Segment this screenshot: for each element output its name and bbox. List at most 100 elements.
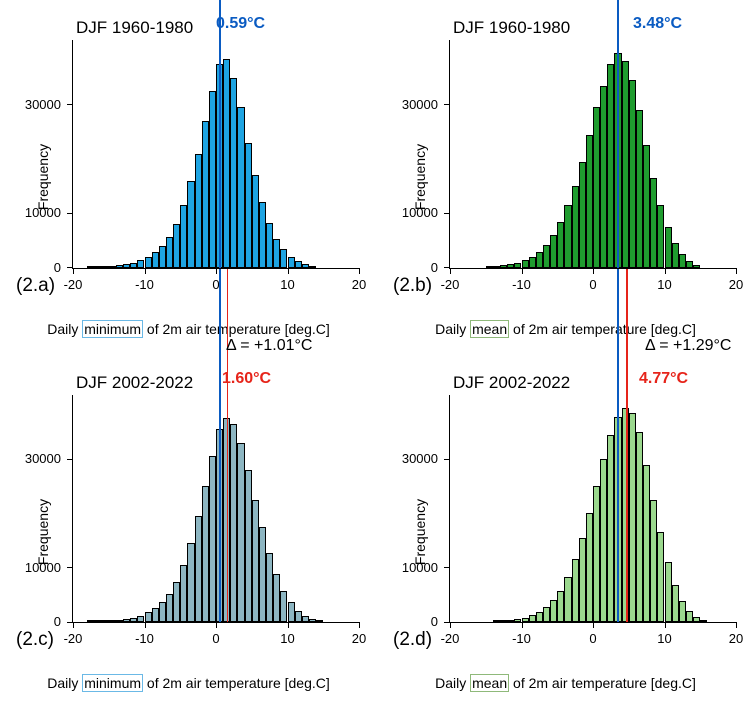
plot-area: -20-100102001000030000 — [449, 395, 736, 624]
xlabel-post: of 2m air temperature [deg.C] — [509, 675, 696, 691]
y-tick-label: 10000 — [25, 205, 61, 220]
x-axis-label: Daily mean of 2m air temperature [deg.C] — [377, 675, 754, 691]
histogram-bar — [87, 266, 94, 268]
histogram-bar — [693, 617, 700, 622]
panel-2c: DJF 2002-20221.60°CFrequency-20-10010200… — [0, 355, 377, 709]
histogram-bar — [273, 239, 280, 267]
histogram-bar — [557, 222, 564, 267]
histogram-bar — [237, 107, 244, 267]
histogram-bar — [500, 265, 507, 267]
x-tick — [593, 622, 594, 628]
mean-vline — [617, 0, 619, 268]
x-tick — [450, 268, 451, 274]
histogram-bar — [665, 227, 672, 268]
histogram-bar — [507, 264, 514, 267]
mean-value-label: 4.77°C — [639, 370, 688, 388]
histogram-bar — [672, 243, 679, 267]
y-tick — [67, 213, 73, 214]
histogram-bar — [245, 143, 252, 268]
histogram-bar — [586, 135, 593, 268]
histogram-bar — [622, 61, 629, 267]
y-tick-label: 10000 — [25, 560, 61, 575]
histogram-bar — [302, 616, 309, 622]
x-tick-label: 10 — [657, 277, 671, 292]
histogram-bar — [600, 86, 607, 268]
histogram-bar — [102, 620, 109, 622]
histogram-bar — [522, 260, 529, 267]
histogram-bar — [536, 252, 543, 267]
x-tick — [145, 268, 146, 274]
mean-value-label: 3.48°C — [633, 15, 682, 33]
mean-vline — [219, 269, 221, 623]
x-tick — [73, 268, 74, 274]
histogram-bar — [152, 608, 159, 622]
histogram-bar — [130, 618, 137, 622]
plot-area: -20-100102001000030000 — [72, 395, 359, 624]
histogram-bar — [593, 486, 600, 622]
histogram-bar — [550, 600, 557, 622]
x-axis-label: Daily minimum of 2m air temperature [deg… — [0, 675, 377, 691]
x-tick-label: 10 — [657, 631, 671, 646]
histogram-bar — [586, 513, 593, 622]
panel-2a: DJF 1960-19800.59°CFrequency-20-10010200… — [0, 0, 377, 355]
histogram-bar — [237, 443, 244, 622]
histogram-bar — [145, 612, 152, 622]
histogram-bar — [686, 261, 693, 268]
histogram-bar — [130, 263, 137, 268]
histogram-bar — [486, 266, 493, 268]
histogram-bar — [230, 78, 237, 268]
histogram-bar — [152, 252, 159, 267]
x-tick-label: -10 — [135, 277, 154, 292]
y-tick — [444, 459, 450, 460]
histogram-bar — [173, 582, 180, 622]
histogram-bar — [266, 553, 273, 622]
histogram-bar — [116, 265, 123, 267]
x-tick-label: -10 — [135, 631, 154, 646]
x-tick — [522, 622, 523, 628]
x-tick-label: 20 — [729, 277, 743, 292]
histogram-bar — [572, 186, 579, 267]
x-tick-label: 20 — [729, 631, 743, 646]
y-tick-label: 30000 — [25, 451, 61, 466]
mean-vline — [227, 269, 229, 623]
x-tick — [288, 268, 289, 274]
x-tick-label: -20 — [441, 277, 460, 292]
y-tick — [444, 267, 450, 268]
histogram-bar — [123, 619, 130, 622]
y-tick-label: 0 — [431, 260, 438, 275]
histogram-bar — [280, 249, 287, 267]
histogram-bar — [166, 237, 173, 267]
histogram-bar — [679, 601, 686, 622]
histogram-bar — [180, 205, 187, 267]
histogram-bar — [94, 620, 101, 622]
histogram-bar — [500, 620, 507, 622]
histogram-bar — [116, 620, 123, 622]
histogram-bar — [209, 91, 216, 267]
histogram-bar — [522, 618, 529, 622]
histogram-bar — [202, 121, 209, 268]
histogram-bar — [536, 612, 543, 622]
histogram-bar — [543, 245, 550, 267]
histogram-bar — [679, 254, 686, 268]
histogram-bar — [288, 257, 295, 268]
x-tick-label: -10 — [512, 631, 531, 646]
histogram-bar — [309, 619, 316, 622]
xlabel-pre: Daily — [435, 321, 470, 337]
histogram-bar — [259, 202, 266, 267]
histogram-bar — [180, 565, 187, 622]
histogram-bar — [636, 110, 643, 267]
histogram-bar — [607, 435, 614, 622]
histogram-bar — [137, 616, 144, 623]
histogram-bar — [109, 620, 116, 622]
panel-title: DJF 2002-2022 — [453, 373, 570, 393]
mean-vline — [617, 269, 619, 623]
histogram-bar — [550, 235, 557, 267]
xlabel-post: of 2m air temperature [deg.C] — [509, 321, 696, 337]
histogram-bar — [266, 223, 273, 268]
histogram-bar — [137, 260, 144, 267]
histogram-bar — [288, 602, 295, 622]
x-tick-label: 20 — [352, 277, 366, 292]
y-tick — [67, 104, 73, 105]
histogram-bar — [643, 465, 650, 622]
histogram-bar — [493, 266, 500, 268]
